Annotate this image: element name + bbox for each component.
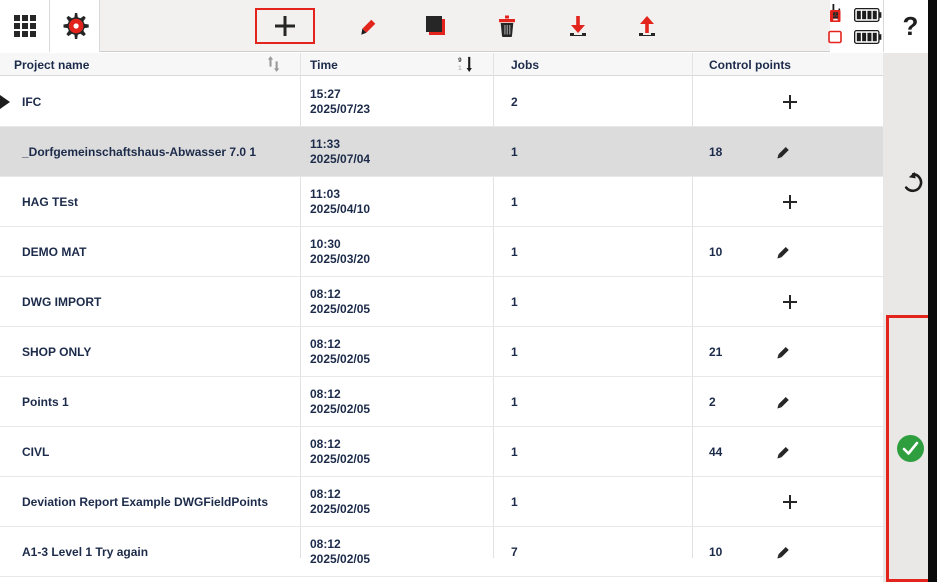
svg-text:1: 1	[458, 65, 462, 72]
svg-text:9: 9	[458, 57, 462, 64]
